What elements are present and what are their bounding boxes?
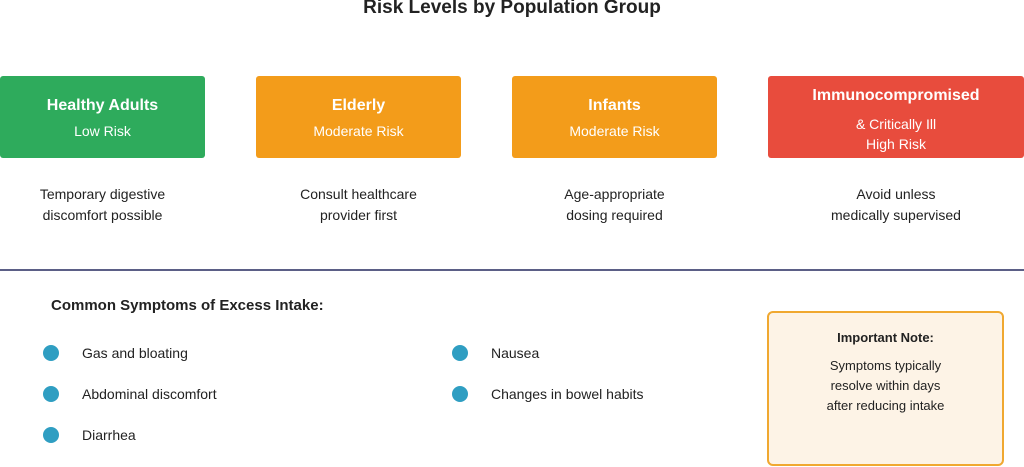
desc-healthy-adults: Temporary digestive discomfort possible <box>0 184 205 226</box>
group-name: Healthy Adults <box>46 97 159 114</box>
note-title: Important Note: <box>837 330 934 345</box>
risk-level: Moderate Risk <box>569 123 660 139</box>
diagram-title: Risk Levels by Population Group <box>363 0 661 18</box>
card-healthy-adults: Healthy Adults Low Risk <box>0 76 205 158</box>
card-elderly: Elderly Moderate Risk <box>256 76 461 158</box>
desc-infants: Age-appropriate dosing required <box>512 184 717 226</box>
desc-line: Temporary digestive <box>39 186 166 202</box>
risk-level: Moderate Risk <box>313 123 404 139</box>
symptom-label: Nausea <box>491 345 540 361</box>
card-infants: Infants Moderate Risk <box>512 76 717 158</box>
note-line: Symptoms typically <box>829 358 942 373</box>
symptom-label: Abdominal discomfort <box>82 386 217 402</box>
group-name: Elderly <box>331 97 386 114</box>
bullet-dot-icon <box>452 386 468 402</box>
group-name: Immunocompromised <box>812 87 980 104</box>
bullet-dot-icon <box>43 427 59 443</box>
desc-line: medically supervised <box>831 207 961 223</box>
desc-line: Avoid unless <box>856 186 936 202</box>
section-divider <box>0 269 1024 271</box>
group-name: Infants <box>588 97 641 114</box>
bullet-dot-icon <box>43 345 59 361</box>
desc-line: provider first <box>319 207 398 223</box>
important-note-box: Important Note: Symptoms typically resol… <box>767 311 1004 466</box>
symptom-label: Gas and bloating <box>82 345 188 361</box>
desc-line: discomfort possible <box>42 207 163 223</box>
symptom-label: Changes in bowel habits <box>491 386 644 402</box>
note-line: after reducing intake <box>826 398 945 413</box>
risk-level: Low Risk <box>74 123 131 139</box>
symptom-label: Diarrhea <box>82 427 136 443</box>
bullet-dot-icon <box>43 386 59 402</box>
desc-immunocompromised: Avoid unless medically supervised <box>768 184 1024 226</box>
desc-line: Consult healthcare <box>300 186 417 202</box>
note-body: Symptoms typically resolve within days a… <box>769 356 1002 416</box>
desc-line: dosing required <box>566 207 663 223</box>
risk-level: High Risk <box>866 136 926 152</box>
card-immunocompromised: Immunocompromised & Critically Ill High … <box>768 76 1024 158</box>
desc-line: Age-appropriate <box>564 186 665 202</box>
bullet-dot-icon <box>452 345 468 361</box>
symptoms-title: Common Symptoms of Excess Intake: <box>51 297 324 314</box>
group-subtitle: & Critically Ill <box>855 116 937 132</box>
note-line: resolve within days <box>830 378 941 393</box>
desc-elderly: Consult healthcare provider first <box>256 184 461 226</box>
